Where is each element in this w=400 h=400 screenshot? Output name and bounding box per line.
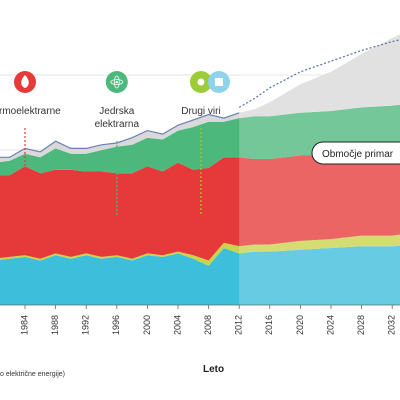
- x-tick-label: 1988: [50, 315, 60, 335]
- x-tick-label: 1984: [19, 315, 29, 335]
- forecast-region: [239, 28, 400, 305]
- total-lines: [0, 39, 400, 158]
- area-series-3: [0, 104, 400, 176]
- x-tick-label: 2000: [142, 315, 152, 335]
- x-tick-label: 2016: [264, 315, 274, 335]
- x-tick-label: 2004: [172, 315, 182, 335]
- x-tick-label: 2028: [356, 315, 366, 335]
- event-markers: rmoelektrarne Jedrska elektrarna Drugi viri: [0, 71, 230, 215]
- event-marker-1: Jedrska elektrarna: [95, 71, 140, 215]
- area-series-2: [0, 151, 400, 261]
- x-axis-title: Leto: [203, 364, 224, 375]
- y-axis-note: o električne energije): [0, 371, 65, 378]
- total-projection-line: [238, 39, 400, 108]
- area-series-4: [0, 34, 400, 162]
- x-tick-label: 2008: [203, 315, 213, 335]
- x-axis: 1984 1988 1992 1996 2000 2004 2008 2012 2016 2020…: [0, 304, 400, 335]
- x-tick-label: 2020: [295, 315, 305, 335]
- forecast-callout-box: [311, 141, 400, 165]
- x-tick-label: 2032: [387, 315, 397, 335]
- forecast-callout: Območje primar: [311, 141, 400, 165]
- event-marker-0: rmoelektrarne: [0, 71, 61, 215]
- x-tick-label: 2024: [325, 315, 335, 335]
- event-marker-2: Drugi viri: [181, 71, 230, 215]
- forecast-callout-label: Območje primar: [322, 149, 394, 160]
- event-marker-label: Drugi viri: [181, 106, 220, 117]
- event-marker-label: rmoelektrarne: [0, 106, 61, 117]
- x-tick-label: 2012: [234, 315, 244, 335]
- event-marker-label: Jedrska elektrarna: [95, 106, 140, 130]
- x-tick-label: 1992: [81, 315, 91, 335]
- x-tick-label: 1996: [111, 315, 121, 335]
- area-series-0: [0, 245, 400, 305]
- total-history-line: [0, 112, 240, 158]
- area-series-1: [0, 234, 400, 266]
- stacked-areas: [0, 34, 400, 305]
